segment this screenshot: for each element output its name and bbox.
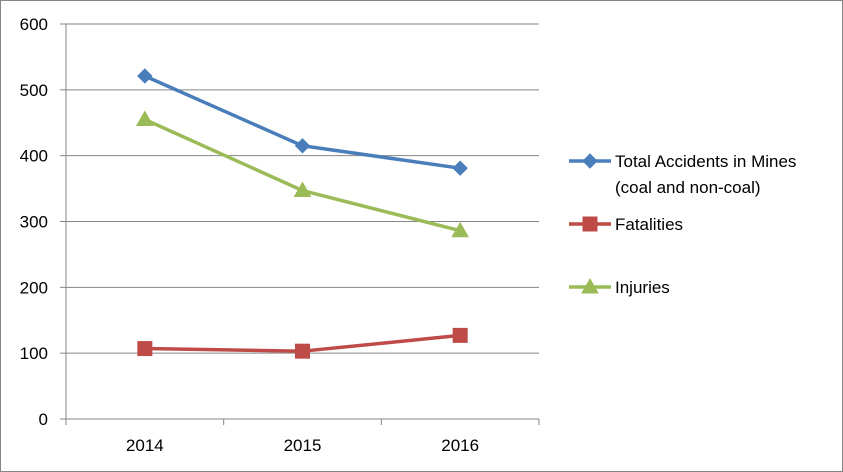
legend-marker: [582, 216, 598, 232]
legend-item-2: Injuries: [569, 277, 670, 297]
legend-item-1: Fatalities: [569, 215, 683, 234]
gridlines: [66, 23, 539, 354]
data-point: [452, 327, 468, 343]
legend-marker: [581, 277, 599, 294]
series-0: [137, 68, 468, 176]
data-point: [295, 343, 310, 359]
legend-label: Fatalities: [615, 215, 683, 234]
x-tick-label: 2015: [284, 436, 322, 455]
y-tick-label: 500: [20, 81, 48, 100]
y-tick-label: 200: [20, 278, 48, 297]
series-lines: [135, 68, 470, 359]
legend-label: Total Accidents in Mines: [615, 152, 796, 171]
y-tick-label: 400: [20, 147, 48, 166]
x-tick-labels: 2014 2015 2016: [126, 436, 479, 455]
data-point: [293, 181, 312, 198]
data-point: [135, 110, 154, 126]
series-1: [137, 327, 468, 359]
y-tick-labels: 0 100 200 300 400 500 600: [20, 15, 48, 429]
y-tick-label: 0: [39, 410, 48, 429]
axes: [60, 23, 540, 425]
x-tick-label: 2016: [441, 436, 479, 455]
x-tick-label: 2014: [126, 436, 164, 455]
data-point: [137, 341, 153, 357]
legend: Total Accidents in Mines (coal and non-co…: [569, 152, 796, 297]
data-point: [294, 138, 311, 154]
series-2: [135, 110, 470, 238]
data-point: [451, 221, 470, 238]
legend-label: Injuries: [615, 278, 670, 297]
y-tick-label: 600: [20, 15, 48, 34]
data-point: [137, 68, 153, 84]
data-point: [452, 160, 468, 176]
legend-label: (coal and non-coal): [615, 178, 761, 197]
legend-item-0: Total Accidents in Mines (coal and non-co…: [569, 152, 796, 197]
y-tick-label: 300: [20, 213, 48, 232]
y-tick-label: 100: [20, 344, 48, 363]
series-line: [144, 117, 461, 233]
legend-marker: [582, 153, 598, 169]
